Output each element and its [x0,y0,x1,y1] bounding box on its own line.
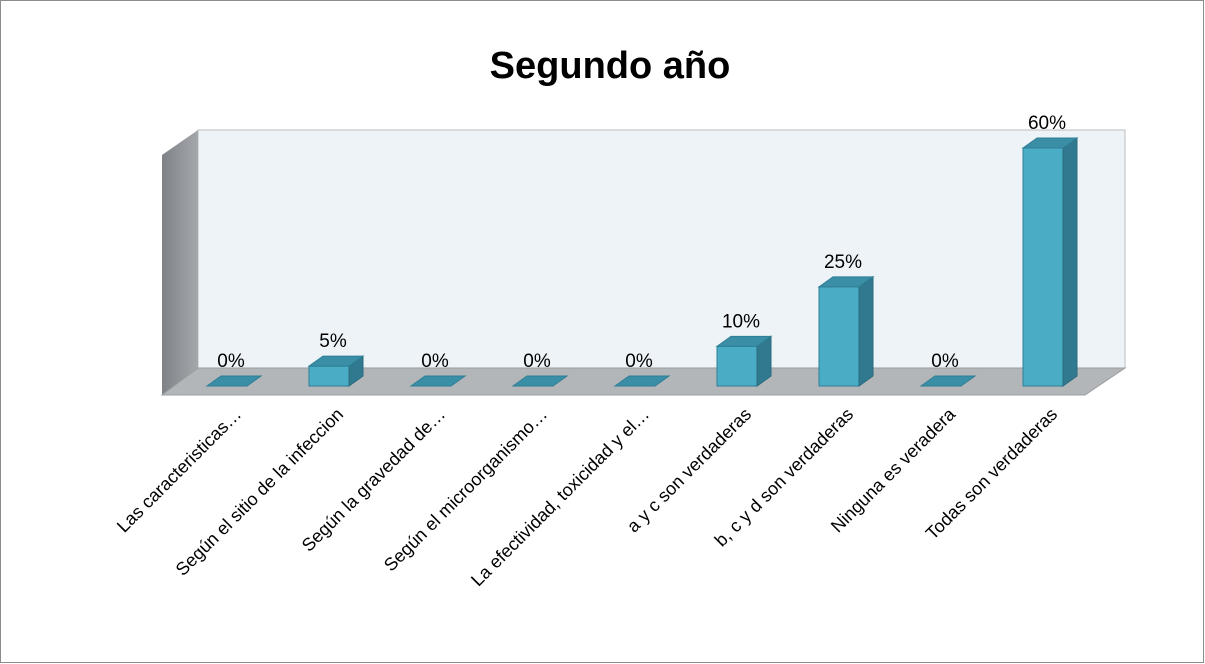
bar [817,275,875,387]
bar-top [919,375,977,387]
bar [613,375,671,387]
bar-top [1021,137,1079,149]
bar-side [1062,137,1078,387]
value-label: 0% [931,351,959,372]
bar [307,355,365,387]
value-label: 0% [625,351,653,372]
value-label: 0% [421,351,449,372]
value-label: 60% [1028,113,1066,134]
bar [715,335,773,387]
bar-top [613,375,671,387]
bar [1021,137,1079,387]
bar-front [308,365,350,387]
bar-front [818,286,860,387]
bar-front [716,345,758,387]
bar [205,375,263,387]
bar-side [858,275,874,387]
bar [409,375,467,387]
bar [919,375,977,387]
value-label: 10% [722,311,760,332]
bar-top [409,375,467,387]
bar-front [1022,147,1064,387]
bar-top [307,355,365,367]
bar-top [715,335,773,347]
bar-top [511,375,569,387]
value-label: 0% [217,351,245,372]
value-label: 25% [824,252,862,273]
value-label: 5% [319,331,347,352]
bar [511,375,569,387]
chart-title: Segundo año [490,45,731,87]
bar-top [205,375,263,387]
value-label: 0% [523,351,551,372]
bar-top [817,276,875,288]
side-wall [162,130,198,395]
